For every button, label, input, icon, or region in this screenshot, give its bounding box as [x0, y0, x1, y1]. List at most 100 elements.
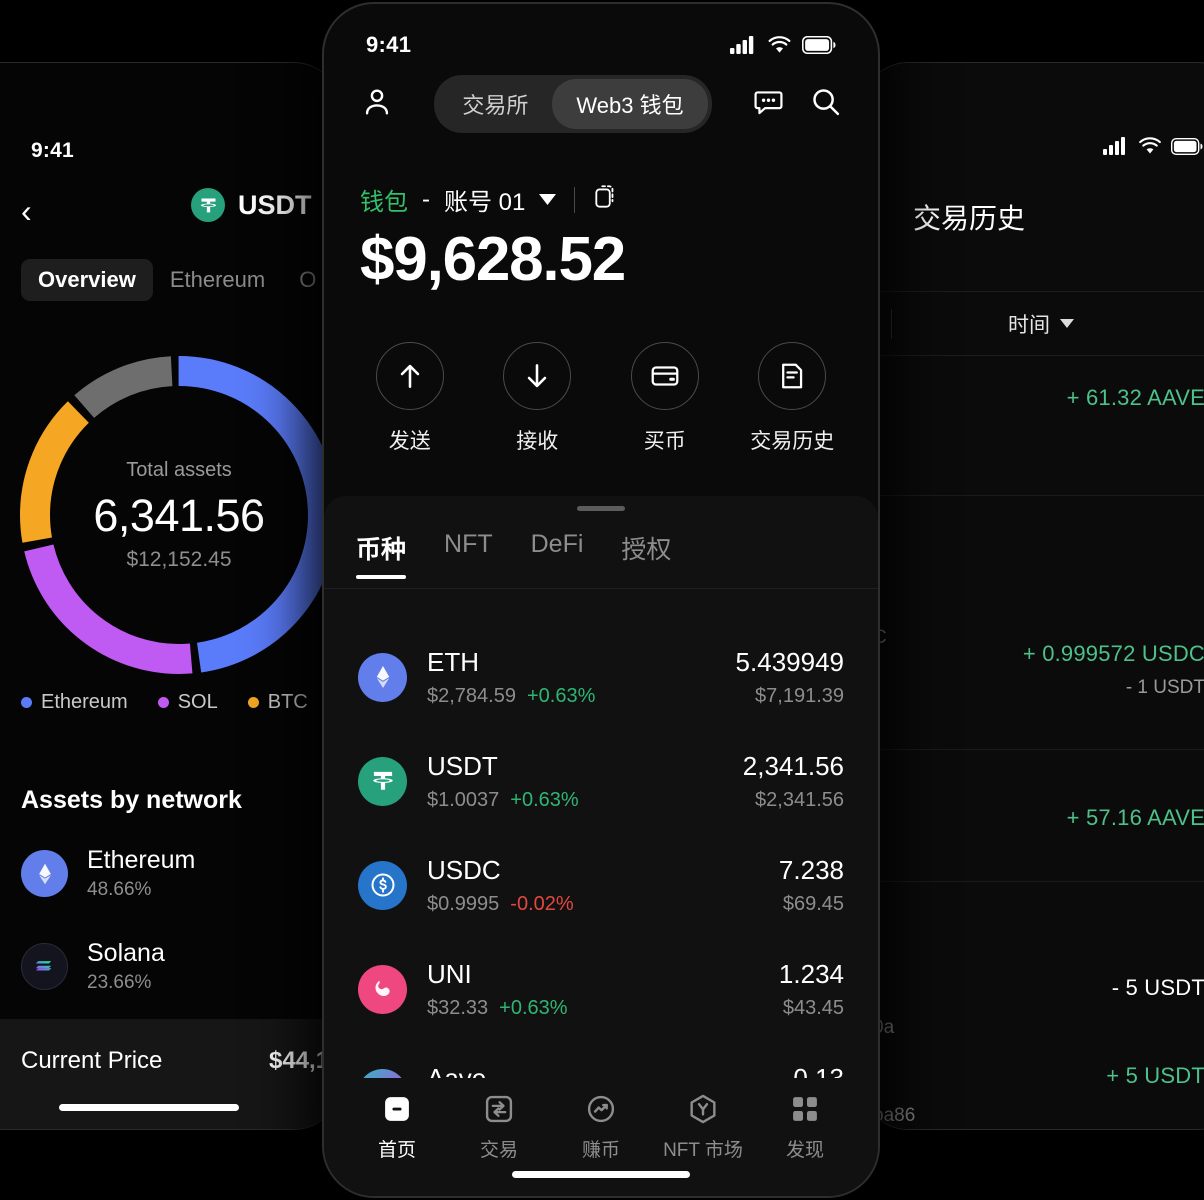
solana-icon	[21, 943, 68, 990]
action-buy[interactable]: 买币	[619, 342, 711, 455]
copy-icon[interactable]	[593, 183, 619, 216]
action-send[interactable]: 发送	[364, 342, 456, 455]
legend-item-sol: SOL	[157, 691, 218, 714]
nav-discover[interactable]: 发现	[757, 1092, 853, 1162]
nav-trade[interactable]: 交易	[451, 1092, 547, 1162]
token-symbol: USDC	[427, 854, 501, 885]
tab-nft[interactable]: NFT	[444, 530, 493, 558]
top-bar: 交易所 Web3 钱包	[324, 75, 878, 133]
chevron-down-icon[interactable]	[539, 194, 557, 205]
tab-defi[interactable]: DeFi	[530, 530, 584, 558]
action-label: 买币	[643, 430, 686, 453]
transaction-row[interactable]: + 57.16 AAVE	[863, 805, 1204, 831]
token-row-uni[interactable]: UNI $32.33 +0.63% 1.234 $43.45	[324, 937, 878, 1041]
tx-amount: + 57.16 AAVE	[1066, 805, 1204, 830]
wifi-icon	[768, 36, 791, 53]
tab-ethereum[interactable]: Ethereum	[169, 267, 266, 292]
chevron-left-icon[interactable]: ‹	[21, 193, 32, 229]
home-indicator	[59, 1104, 239, 1111]
network-row-solana[interactable]: Solana 23.66%	[21, 939, 165, 994]
current-price-bar: Current Price $44,12	[0, 1019, 339, 1129]
nft-hexagon-icon	[690, 1094, 716, 1124]
tx-amount: + 61.32 AAVE	[1066, 385, 1204, 410]
donut-subvalue: $12,152.45	[126, 547, 232, 571]
account-name: 账号 01	[444, 189, 526, 216]
tab-overview[interactable]: Overview	[21, 259, 153, 301]
usdc-icon	[358, 860, 407, 910]
token-balance: 7.238	[778, 854, 844, 885]
chevron-down-icon	[1060, 319, 1074, 328]
token-row-eth[interactable]: ETH $2,784.59 +0.63% 5.439949 $7,191.39	[324, 625, 878, 729]
token-symbol: USDT	[427, 750, 498, 781]
chat-bubble-icon[interactable]	[752, 85, 785, 123]
network-name: Solana	[87, 939, 165, 967]
left-title-text: USDT	[238, 189, 312, 220]
transaction-row[interactable]: C + 0.999572 USDC - 1 USDT	[863, 585, 1204, 699]
tab-underline	[324, 588, 878, 589]
tab-coins[interactable]: 币种	[356, 530, 407, 579]
token-change: +0.63%	[510, 788, 579, 811]
tx-amount: + 0.999572 USDC	[1022, 641, 1204, 666]
filter-time[interactable]: 时间	[1008, 309, 1074, 339]
asset-tab-bar: 币种 NFT DeFi 授权	[324, 530, 878, 588]
tx-amount: + 5 USDT	[1106, 1063, 1204, 1088]
tab-approvals[interactable]: 授权	[621, 536, 672, 564]
cellular-signal-icon	[1103, 137, 1125, 155]
assets-by-network-title: Assets by network	[21, 786, 242, 814]
battery-full-icon	[1171, 137, 1203, 155]
segment-web3-wallet[interactable]: Web3 钱包	[552, 79, 708, 129]
action-receive[interactable]: 接收	[491, 342, 583, 455]
wallet-label: 钱包	[360, 189, 408, 216]
left-status-time: 9:41	[31, 139, 74, 162]
cellular-signal-icon	[730, 36, 754, 54]
nav-home[interactable]: 首页	[349, 1092, 445, 1162]
foreground-phone-wallet: 9:41 交易所 Web3 钱包 钱包 - 账号 01	[322, 2, 880, 1198]
document-list-icon	[758, 342, 827, 410]
token-fiat-value: $43.45	[782, 996, 844, 1019]
token-row-usdt[interactable]: USDT $1.0037 +0.63% 2,341.56 $2,341.56	[324, 729, 878, 833]
network-row-ethereum[interactable]: Ethereum 48.66%	[21, 846, 195, 901]
donut-center: Total assets 6,341.56 $12,152.45	[0, 335, 339, 695]
quick-actions: 发送 接收 买币 交易历史	[324, 342, 878, 455]
account-separator: -	[422, 185, 430, 213]
tab-other[interactable]: O	[299, 267, 317, 292]
person-icon[interactable]	[360, 85, 394, 124]
row-divider	[863, 495, 1204, 496]
token-row-usdc[interactable]: USDC $0.9995 -0.02% 7.238 $69.45	[324, 833, 878, 937]
right-filter-bar: 时间	[863, 291, 1204, 356]
token-list: ETH $2,784.59 +0.63% 5.439949 $7,191.39 …	[324, 589, 878, 1196]
transaction-row[interactable]: + 5 USDT ba86	[863, 1063, 1204, 1126]
transaction-row[interactable]: ) + 61.32 AAVE	[863, 385, 1204, 470]
action-label: 发送	[388, 430, 431, 453]
action-history[interactable]: 交易历史	[746, 342, 838, 455]
legend-label: Ethereum	[41, 691, 128, 713]
token-balance: 2,341.56	[742, 750, 844, 781]
top-icon-group	[752, 85, 842, 123]
row-divider	[863, 749, 1204, 750]
token-fiat-value: $2,341.56	[755, 788, 844, 811]
nav-label: NFT 市场	[663, 1140, 743, 1161]
transaction-row[interactable]: - 5 USDT 0a	[863, 975, 1204, 1038]
token-change: +0.63%	[499, 996, 568, 1019]
background-phone-left: 9:41 ‹ USDT Overview Ethereum O	[0, 62, 340, 1130]
left-tab-bar: Overview Ethereum O	[21, 259, 333, 301]
segment-exchange[interactable]: 交易所	[462, 93, 529, 118]
legend-item-btc: BTC	[247, 691, 308, 714]
row-divider	[863, 881, 1204, 882]
arrow-up-icon	[375, 342, 444, 410]
filter-time-label: 时间	[1008, 313, 1050, 337]
mode-segmented-control: 交易所 Web3 钱包	[434, 75, 712, 133]
uni-icon	[358, 964, 407, 1014]
grid-discover-icon	[793, 1097, 817, 1121]
current-price-label: Current Price	[21, 1047, 163, 1074]
nav-nft-market[interactable]: NFT 市场	[655, 1092, 751, 1162]
tx-amount: - 5 USDT	[1111, 975, 1204, 1000]
sheet-grabber[interactable]	[577, 506, 625, 511]
right-page-title: 交易历史	[913, 203, 1026, 234]
home-indicator	[512, 1171, 690, 1178]
token-price: $2,784.59	[427, 684, 516, 707]
nav-earn[interactable]: 赚币	[553, 1092, 649, 1162]
search-icon[interactable]	[809, 85, 842, 123]
account-switcher[interactable]: 钱包 - 账号 01	[360, 182, 619, 217]
donut-legend: Ethereum SOL BTC	[21, 691, 308, 714]
